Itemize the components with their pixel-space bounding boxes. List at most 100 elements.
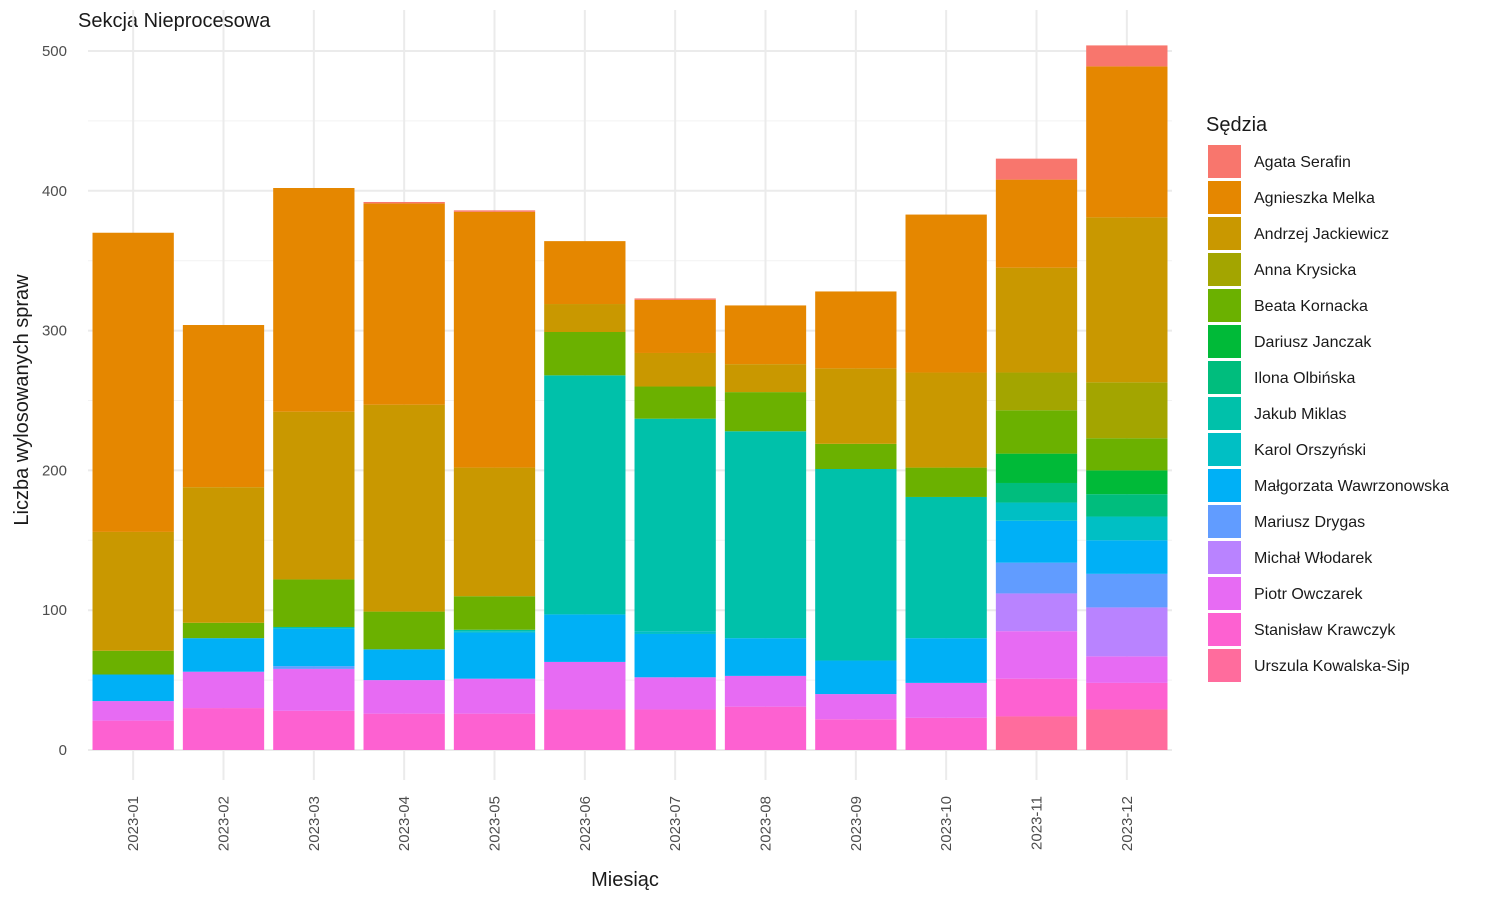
- legend-label: Ilona Olbińska: [1254, 370, 1355, 387]
- legend-label: Urszula Kowalska-Sip: [1254, 658, 1410, 675]
- legend-label: Anna Krysicka: [1254, 262, 1356, 279]
- bar-segment: [92, 650, 174, 675]
- bar-segment: [182, 671, 265, 709]
- bar-segment: [815, 469, 897, 661]
- legend-label: Agata Serafin: [1254, 154, 1351, 171]
- bar-segment: [453, 632, 536, 679]
- bar-segment: [273, 710, 355, 750]
- bar-segment: [724, 638, 807, 676]
- y-tick-label: 500: [42, 43, 67, 60]
- bar-segment: [815, 291, 897, 369]
- x-tick-label: 2023-03: [306, 796, 323, 851]
- bar-segment: [634, 352, 716, 387]
- bar-segment: [363, 203, 445, 405]
- legend-label: Mariusz Drygas: [1254, 514, 1365, 531]
- bar-segment: [724, 431, 807, 639]
- bar-segment: [634, 709, 716, 750]
- bar-segment: [182, 487, 265, 623]
- y-tick-label: 300: [42, 323, 67, 340]
- bar-segment: [453, 678, 536, 714]
- x-tick-label: 2023-06: [577, 796, 594, 851]
- x-axis-title: Miesiąc: [591, 869, 659, 891]
- bar-segment: [905, 372, 987, 468]
- bar-segment: [273, 626, 355, 629]
- bar-segment: [363, 611, 445, 650]
- legend-key: [1208, 217, 1241, 250]
- bar-segment: [905, 717, 987, 750]
- bar-segment: [182, 325, 265, 488]
- bar-segment: [363, 649, 445, 681]
- y-axis-ticks: 0 100 200 300 400 500: [42, 43, 67, 759]
- x-tick-label: 2023-02: [216, 796, 233, 851]
- bar-segment: [182, 708, 265, 750]
- bar-segment: [453, 631, 536, 633]
- bar-segment: [363, 404, 445, 612]
- bar-segment: [995, 631, 1078, 679]
- bar-segment: [1086, 470, 1168, 495]
- legend-label: Beata Kornacka: [1254, 298, 1368, 315]
- bar-segment: [1086, 438, 1168, 471]
- bar-segment: [1086, 709, 1168, 750]
- x-tick-label: 2023-12: [1119, 796, 1136, 851]
- bar-segment: [815, 719, 897, 750]
- bar-segment: [453, 211, 536, 468]
- legend-key: [1208, 397, 1241, 430]
- legend-label: Andrzej Jackiewicz: [1254, 226, 1389, 243]
- bar-segment: [815, 368, 897, 444]
- bar-segment: [995, 593, 1078, 632]
- bar-segment: [544, 375, 626, 615]
- bar-segment: [905, 467, 987, 497]
- y-tick-label: 100: [42, 602, 67, 619]
- bar-segment: [905, 638, 987, 683]
- legend-key: [1208, 505, 1241, 538]
- bar-segment: [634, 386, 716, 419]
- x-tick-label: 2023-08: [758, 796, 775, 851]
- bar-segment: [815, 694, 897, 720]
- bar-segment: [1086, 607, 1168, 657]
- bar-segment: [1086, 573, 1168, 608]
- legend-key: [1208, 613, 1241, 646]
- bar-segment: [815, 660, 897, 695]
- x-tick-label: 2023-11: [1029, 796, 1046, 850]
- legend-key: [1208, 145, 1241, 178]
- legend: Sędzia Agata Serafin Agnieszka Melka Andrz…: [1206, 114, 1449, 682]
- legend-label: Agnieszka Melka: [1254, 190, 1375, 207]
- bar-segment: [724, 392, 807, 432]
- bar-segment: [1086, 66, 1168, 218]
- legend-title: Sędzia: [1206, 114, 1268, 136]
- bar-segment: [92, 232, 174, 532]
- bar-segment: [995, 453, 1078, 483]
- bar-segment: [634, 677, 716, 710]
- legend-key: [1208, 649, 1241, 682]
- bar-segment: [905, 214, 987, 373]
- bars: [92, 45, 1168, 750]
- legend-key: [1208, 541, 1241, 574]
- bar-segment: [273, 628, 355, 667]
- bar-segment: [995, 562, 1078, 594]
- bar-segment: [995, 482, 1078, 503]
- bar-segment: [815, 443, 897, 470]
- bar-segment: [1086, 217, 1168, 383]
- bar-segment: [453, 629, 536, 632]
- legend-key: [1208, 181, 1241, 214]
- bar-segment: [273, 188, 355, 412]
- bar-segment: [1086, 682, 1168, 710]
- bar-segment: [273, 668, 355, 711]
- legend-label: Piotr Owczarek: [1254, 586, 1363, 603]
- bar-segment: [92, 701, 174, 721]
- bar-segment: [273, 411, 355, 580]
- bar-segment: [724, 364, 807, 393]
- bar-segment: [995, 267, 1078, 373]
- legend-key: [1208, 577, 1241, 610]
- bar-segment: [905, 682, 987, 718]
- y-axis-title: Liczba wylosowanych spraw: [11, 274, 33, 526]
- bar-segment: [1086, 540, 1168, 574]
- x-tick-label: 2023-01: [125, 796, 142, 851]
- bar-segment: [453, 713, 536, 750]
- bar-segment: [1086, 516, 1168, 541]
- bar-segment: [182, 622, 265, 639]
- x-tick-label: 2023-04: [396, 796, 413, 851]
- bar-segment: [363, 201, 445, 204]
- bar-segment: [724, 305, 807, 365]
- legend-key: [1208, 253, 1241, 286]
